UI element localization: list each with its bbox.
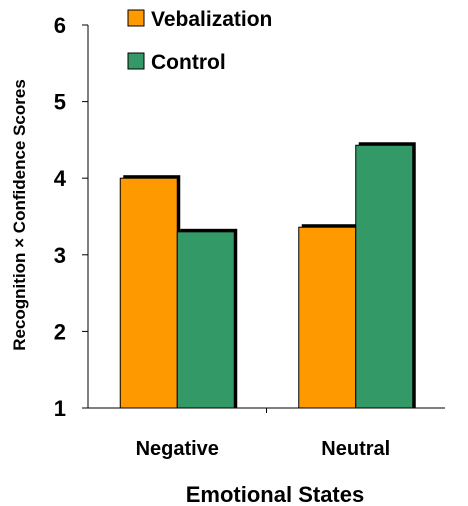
bar-control-negative (176, 231, 235, 409)
y-tick-label: 6 (54, 13, 66, 38)
x-axis-label: Emotional States (186, 482, 364, 506)
legend-swatch-vebalization (127, 9, 145, 27)
bar-control-neutral (355, 144, 414, 409)
legend-swatch-control (127, 52, 145, 70)
y-tick-label: 3 (54, 243, 66, 268)
bar-vebalization-negative (119, 177, 178, 409)
y-tick-label: 2 (54, 319, 66, 344)
axes-group: 1 2 3 4 5 6 Negative Neutral (54, 13, 445, 460)
legend-label-vebalization: Vebalization (151, 8, 272, 31)
y-tick-label: 1 (54, 396, 66, 421)
legend-label-control: Control (151, 51, 226, 74)
x-tick-label-negative: Negative (136, 438, 219, 460)
y-tick-label: 5 (54, 90, 66, 115)
bar-vebalization-neutral (298, 226, 357, 409)
bars-group (119, 142, 416, 409)
y-tick-label: 4 (54, 166, 67, 191)
y-axis-label: Recognition × Confidence Scores (10, 79, 29, 351)
legend: Vebalization Control (127, 8, 272, 74)
x-tick-label-neutral: Neutral (321, 438, 390, 460)
